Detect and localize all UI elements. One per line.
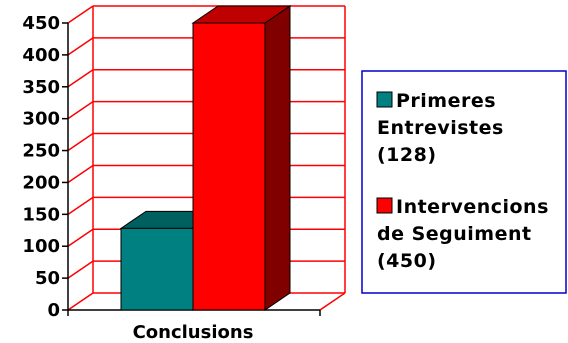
y-tick-label: 0 [47,300,60,321]
legend-entry: Primeres Entrevistes (128) [376,90,504,166]
legend-swatch [376,197,393,214]
y-tick-label: 400 [22,45,60,66]
chart-bars [119,5,292,311]
y-tick-label: 250 [22,141,60,162]
legend-label: (450) [377,250,437,272]
floor-right-edge [319,292,346,311]
y-tick-label: 350 [22,77,60,98]
legend-label: Primeres [396,90,496,112]
gridline-diagonal [67,69,94,88]
gridline-diagonal [67,164,94,184]
gridline-diagonal [67,292,94,311]
legend-label: Entrevistes [377,117,504,139]
gridline-diagonal [67,260,94,279]
gridline-diagonal [67,37,94,56]
x-axis-category-label: Conclusions [133,322,254,343]
bar-front [192,22,266,311]
y-tick-label: 200 [22,172,60,193]
y-axis-tick-labels: 0 50 100 150 200 250 300 350 400 450 [22,13,60,321]
legend-entry: Intervencions de Seguiment (450) [376,196,549,272]
y-tick-label: 100 [22,236,60,257]
bar-intervencions-de-seguiment [191,5,292,311]
legend-label: Intervencions [396,196,549,218]
y-tick-label: 50 [35,268,60,289]
legend-label: (128) [377,144,437,166]
legend-box [361,70,567,294]
y-tick-label: 150 [22,204,60,225]
y-tick-label: 450 [22,13,60,34]
bar-side [264,5,291,311]
y-tick-label: 300 [22,109,60,130]
gridline-diagonal [67,5,94,24]
gridline-diagonal [67,101,94,120]
gridline-diagonal [67,132,94,152]
chart-legend: Primeres Entrevistes (128) Intervencions de … [361,70,567,294]
legend-label: de Seguiment [377,223,532,245]
gridline-diagonal [67,196,94,215]
bar-front [120,227,194,311]
gridline-diagonal [67,228,94,247]
legend-swatch [376,91,393,108]
